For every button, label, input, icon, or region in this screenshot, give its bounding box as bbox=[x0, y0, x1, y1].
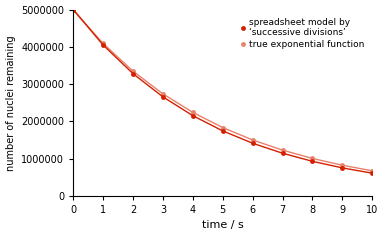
X-axis label: time / s: time / s bbox=[202, 220, 243, 230]
Y-axis label: number of nuclei remaining: number of nuclei remaining bbox=[5, 35, 16, 171]
Legend: spreadsheet model by
‘successive divisions’, true exponential function: spreadsheet model by ‘successive divisio… bbox=[237, 14, 368, 52]
